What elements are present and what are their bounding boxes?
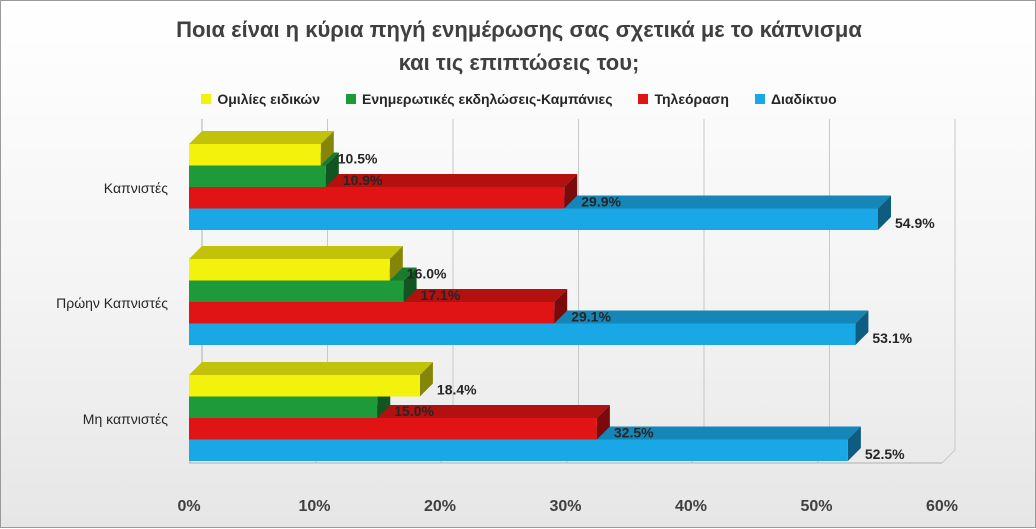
bar <box>189 144 321 166</box>
bar <box>189 439 848 461</box>
data-label: 52.5% <box>865 446 905 462</box>
legend-label: Ενημερωτικές εκδηλώσεις-Καμπάνιες <box>362 91 613 107</box>
bar-side-face <box>389 246 403 281</box>
bar-top-face <box>189 362 433 375</box>
bar-top-face <box>189 131 334 144</box>
bar <box>189 280 404 302</box>
x-tick-label: 60% <box>926 498 958 515</box>
x-tick-label: 0% <box>177 498 200 515</box>
bar-side-face <box>596 405 610 440</box>
legend-label: Διαδίκτυο <box>770 91 837 107</box>
bar <box>189 302 555 324</box>
bar <box>189 323 856 345</box>
data-label: 10.9% <box>343 172 383 188</box>
x-tick-label: 10% <box>298 498 330 515</box>
bar-side-face <box>855 310 869 345</box>
bar <box>189 396 378 418</box>
bar-side-face <box>325 152 339 187</box>
x-tick-label: 50% <box>800 498 832 515</box>
bar <box>189 375 420 397</box>
legend-swatch <box>754 94 765 104</box>
legend-label: Τηλεόραση <box>654 91 729 107</box>
legend-swatch <box>346 94 357 104</box>
category-label: Καπνιστές <box>104 180 168 196</box>
bar-side-face <box>847 426 861 461</box>
data-label: 10.5% <box>338 151 378 167</box>
category-label: Μη καπνιστές <box>83 411 168 427</box>
bar <box>189 187 565 209</box>
x-tick-label: 40% <box>675 498 707 515</box>
data-label: 18.4% <box>437 382 477 398</box>
bar <box>189 208 878 230</box>
legend-label: Ομιλίες ειδικών <box>217 91 321 107</box>
legend-item: Ομιλίες ειδικών <box>201 91 320 107</box>
legend-item: Διαδίκτυο <box>754 91 837 107</box>
data-label: 32.5% <box>614 425 654 441</box>
data-label: 29.9% <box>581 194 621 210</box>
data-label: 54.9% <box>895 215 935 231</box>
legend-item: Ενημερωτικές εκδηλώσεις-Καμπάνιες <box>346 91 612 107</box>
bar-side-face <box>554 289 568 324</box>
gridline <box>941 449 956 464</box>
legend-item: Τηλεόραση <box>638 91 729 107</box>
chart-title: Ποια είναι η κύρια πηγή ενημέρωσης σας σ… <box>176 17 862 75</box>
data-label: 17.1% <box>421 287 461 303</box>
legend-swatch <box>638 94 649 104</box>
bar-side-face <box>419 362 433 397</box>
data-label: 16.0% <box>407 266 447 282</box>
legend: Ομιλίες ειδικών Ενημερωτικές εκδηλώσεις-Κ… <box>1 91 1036 107</box>
x-tick-label: 20% <box>424 498 456 515</box>
bar <box>189 259 390 281</box>
bar-side-face <box>320 131 334 166</box>
data-label: 15.0% <box>394 403 434 419</box>
bar <box>189 165 326 187</box>
bar-side-face <box>403 267 417 302</box>
bar <box>189 418 597 440</box>
bar-side-face <box>564 174 578 209</box>
bar-side-face <box>877 195 891 230</box>
data-label: 29.1% <box>571 309 611 325</box>
category-label: Πρώην Καπνιστές <box>56 295 168 311</box>
legend-swatch <box>201 94 212 104</box>
data-label: 53.1% <box>872 330 912 346</box>
bar-top-face <box>189 246 403 259</box>
x-tick-label: 30% <box>549 498 581 515</box>
